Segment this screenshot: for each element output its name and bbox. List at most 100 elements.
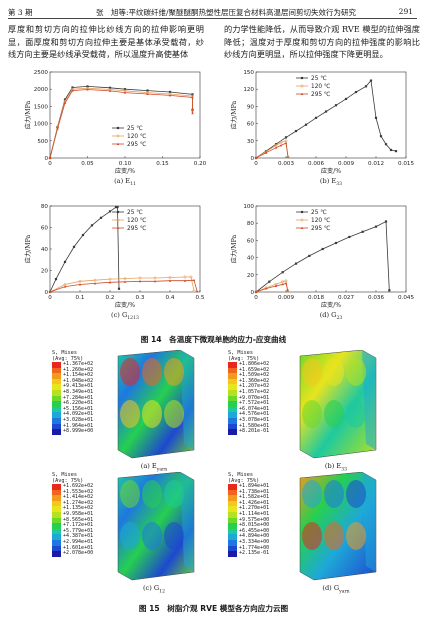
contour-swatch (52, 367, 61, 374)
contour-swatch (228, 534, 237, 540)
series-line (49, 276, 195, 293)
contour-legend-row: +6.220e+01 (52, 400, 93, 407)
legend-marker (116, 134, 120, 138)
contour-legend-row: +1.659e+02 (228, 367, 269, 374)
contour-value: +2.135e-01 (239, 550, 270, 557)
x-axis-label: 应变/% (115, 167, 135, 175)
data-point (192, 289, 196, 293)
contour-legend-row: +1.774e+00 (228, 545, 269, 552)
data-point (264, 287, 268, 290)
x-tick-label: 0 (48, 295, 52, 301)
contour-swatch (228, 373, 237, 379)
legend-label: 120 ℃ (311, 217, 331, 224)
contour-legend-row: +1.260e+02 (52, 367, 93, 374)
contour-swatch (228, 389, 237, 396)
contour-legend-row: +1.426e+01 (228, 500, 269, 507)
contour-legend-row: +7.284e+01 (52, 395, 93, 402)
contour-swatch (228, 506, 237, 512)
data-point (364, 85, 368, 88)
data-point (189, 275, 193, 279)
contour-swatch (228, 412, 237, 418)
contour-panel-a: S, Mises (Avg: 75%) +1.367e+02 +1.260e+02 +1… (52, 350, 202, 472)
x-axis-label: 应变/% (115, 301, 135, 309)
contour-panel-b: S, Mises (Avg: 75%) +1.806e+02 +1.659e+02 +1… (228, 350, 388, 472)
stress-region (302, 358, 322, 386)
series-line (255, 220, 390, 293)
contour-swatch (52, 545, 61, 552)
contour-value: +1.964e+01 (63, 422, 94, 429)
contour-legend: S, Mises (Avg: 75%) +1.894e+01 +1.738e+01 +1… (228, 472, 269, 557)
contour-legend-header: S, Mises (228, 350, 253, 356)
contour-value: +2.078e+00 (63, 550, 94, 557)
x-tick-label: 0.015 (398, 161, 414, 167)
legend-marker (116, 226, 120, 229)
contour-legend-row: +3.028e+01 (52, 417, 93, 424)
legend-label: 295 ℃ (127, 225, 147, 232)
legend-marker (116, 218, 120, 222)
data-point (286, 155, 290, 158)
data-point (153, 279, 157, 283)
y-tick-label: 90 (247, 104, 255, 110)
contour-swatch (52, 489, 61, 496)
series-line (255, 282, 289, 293)
legend-label: 120 ℃ (127, 133, 147, 140)
contour-swatch (228, 528, 237, 535)
contour-value: +1.057e+02 (239, 388, 270, 395)
contour-legend-row: +8.565e+01 (52, 517, 93, 524)
contour-legend-row: +3.334e+00 (228, 538, 270, 546)
data-point (274, 146, 278, 149)
figure-15-caption: 图 15 树脂介观 RVE 模型各方向应力云图 (138, 604, 289, 613)
y-tick-label: 120 (243, 87, 254, 93)
contour-swatch (228, 484, 237, 490)
legend-marker (300, 218, 304, 222)
contour-swatch (52, 495, 61, 501)
data-point (116, 205, 119, 209)
contour-swatch (52, 417, 61, 424)
data-point (146, 89, 149, 92)
contour-value: +1.894e+01 (239, 483, 270, 489)
legend-label: 25 ℃ (311, 209, 327, 216)
stress-region (120, 480, 140, 508)
stress-region (324, 480, 344, 508)
contour-legend-row: +1.360e+02 (228, 378, 269, 385)
contour-swatch (52, 551, 61, 557)
chart-panel-c: 0 0.1 0.2 0.3 0.4 0.5 0 20 40 60 80 应变/% 应力/MPa 25 ℃ 1… (22, 200, 212, 334)
contour-swatch (228, 429, 237, 435)
contour-legend-row: +1.509e+02 (228, 372, 270, 379)
contour-caption: (c) G12 (124, 584, 184, 594)
contour-swatch (228, 500, 237, 507)
legend-label: 295 ℃ (127, 141, 147, 148)
contour-legend-row: +4.092e+01 (52, 412, 93, 418)
contour-swatch (228, 517, 237, 524)
contour-value: +1.048e+02 (63, 377, 94, 384)
data-point (93, 282, 97, 285)
data-point (191, 96, 194, 99)
data-point (284, 136, 288, 139)
y-tick-label: 2500 (34, 70, 49, 76)
y-tick-label: 0 (250, 290, 254, 296)
contour-plate (299, 350, 377, 459)
contour-value: +1.580e+01 (239, 422, 270, 429)
contour-value: +1.582e+01 (239, 494, 270, 501)
contour-swatch (52, 506, 61, 512)
legend-marker (116, 210, 120, 214)
contour-swatch (52, 528, 61, 535)
contour-value: +3.334e+00 (239, 538, 270, 545)
contour-caption: (a) Eyarn (124, 462, 184, 472)
contour-swatch (228, 417, 237, 424)
y-tick-label: 40 (41, 247, 49, 253)
y-tick-label: 0 (44, 156, 48, 162)
contour-value: +1.509e+02 (239, 372, 270, 379)
contour-swatch (228, 378, 237, 385)
subplot-caption-subscript: 23 (336, 315, 342, 321)
data-point (78, 283, 82, 286)
subplot-caption: (c) G1213 (111, 311, 139, 321)
contour-legend-row: +1.114e+01 (228, 511, 269, 518)
contour-legend-header: (Avg: 75%) (52, 356, 84, 362)
stress-region (302, 522, 322, 550)
data-point (281, 280, 285, 284)
contour-value: +1.135e+02 (63, 505, 94, 512)
data-point (369, 79, 373, 82)
contour-legend-row: +8.015e+00 (228, 522, 269, 529)
contour-swatch (228, 384, 237, 390)
